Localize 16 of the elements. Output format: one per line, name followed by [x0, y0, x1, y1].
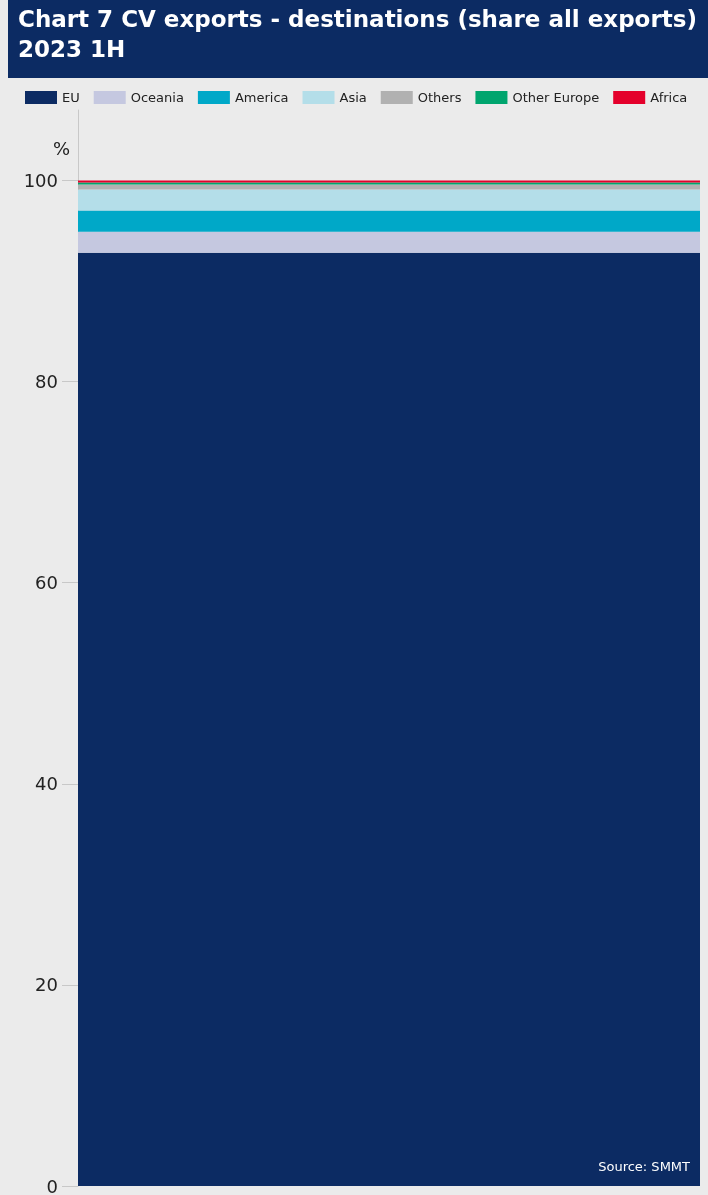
- annotation: Source: SMMT: [598, 1159, 691, 1174]
- legend-label: Oceania: [130, 90, 184, 105]
- y-axis-title: %: [52, 137, 70, 159]
- legend-label: America: [234, 90, 289, 105]
- y-tick-label: 60: [35, 572, 58, 594]
- y-tick-label: 80: [35, 371, 58, 393]
- legend-label: EU: [62, 90, 80, 105]
- legend-label: Africa: [650, 90, 688, 105]
- legend-label: Asia: [339, 90, 367, 105]
- legend-label: Other Europe: [512, 90, 600, 105]
- legend-label: Others: [417, 90, 462, 105]
- y-tick-label: 20: [35, 974, 58, 996]
- y-tick-label: 100: [23, 169, 58, 191]
- y-tick-label: 0: [46, 1175, 58, 1195]
- y-tick-label: 40: [35, 773, 58, 795]
- chart-title: Chart 7 CV exports - destinations (share all exports) 2023 1H: [8, 0, 708, 78]
